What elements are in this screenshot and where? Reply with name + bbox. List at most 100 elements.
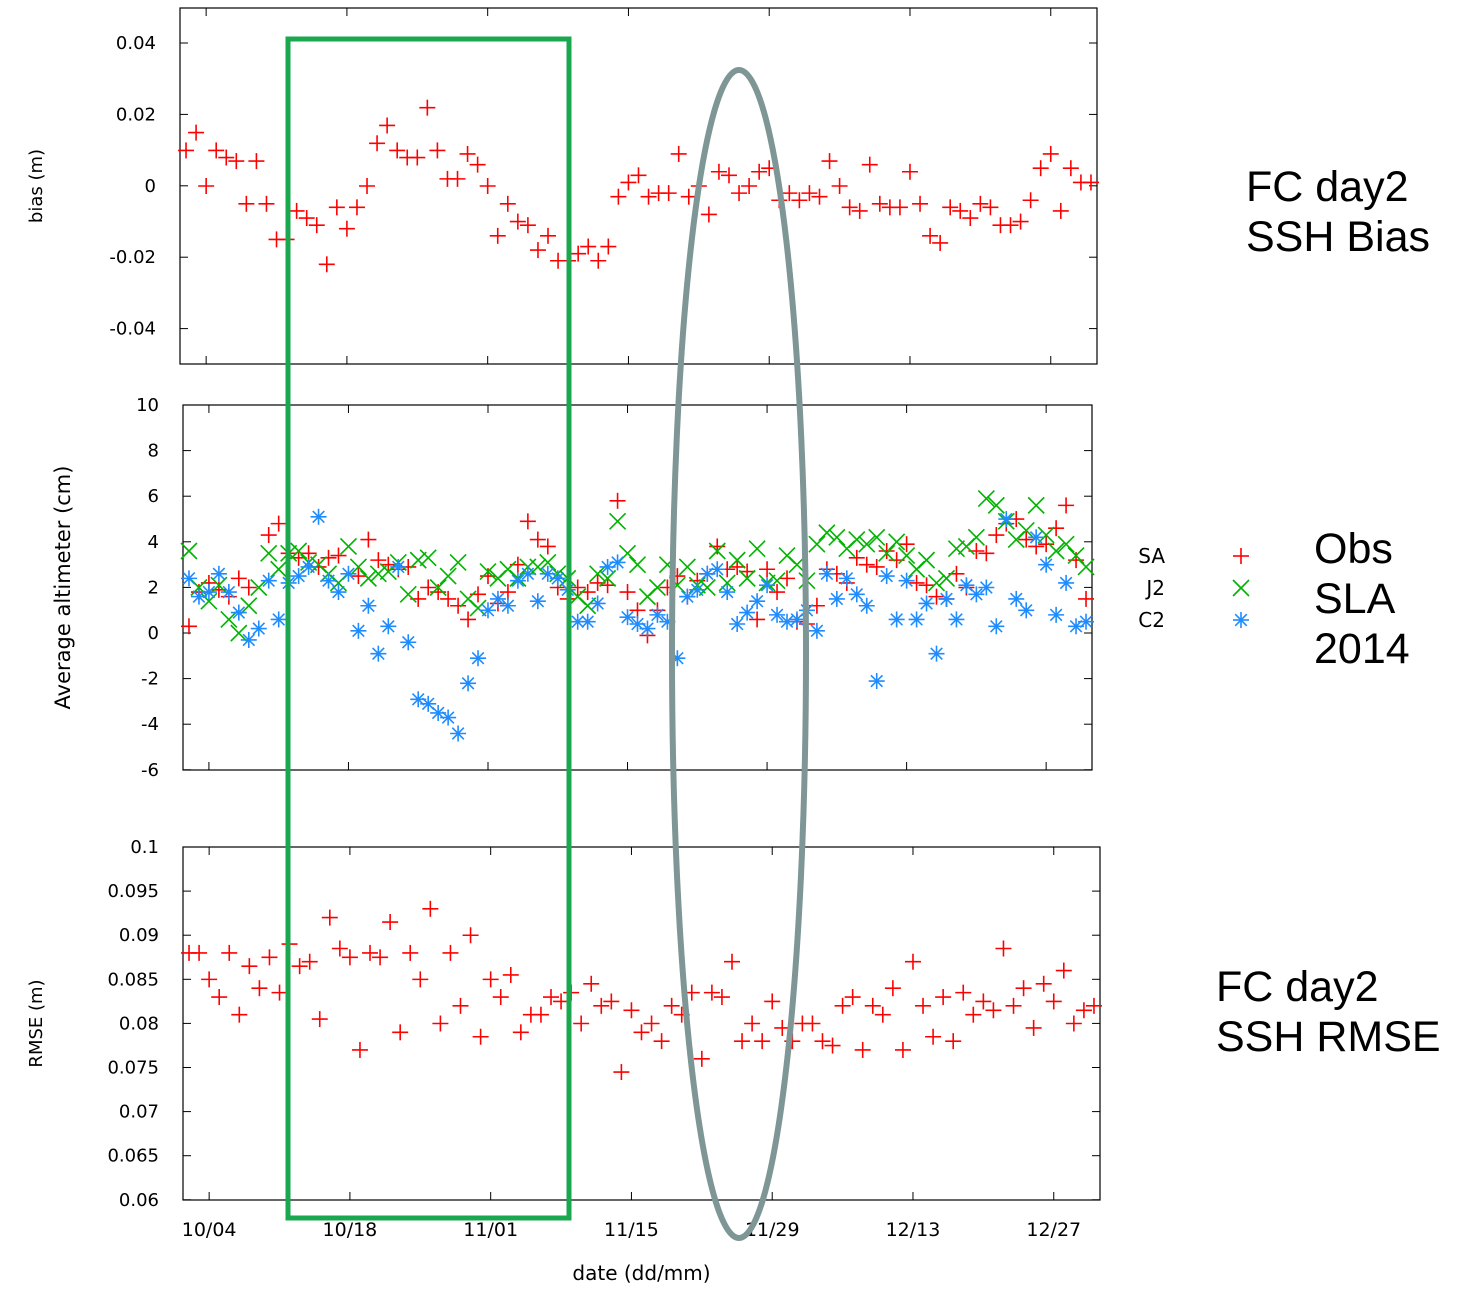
data-point xyxy=(502,966,519,983)
x-tick-label: 10/04 xyxy=(182,1219,237,1241)
data-point xyxy=(689,581,706,598)
data-point xyxy=(888,611,905,628)
data-point xyxy=(854,1041,871,1058)
data-point xyxy=(848,549,865,566)
data-point xyxy=(231,1006,248,1023)
data-point xyxy=(1058,497,1075,514)
y-tick-label: 4 xyxy=(148,532,159,553)
data-point xyxy=(764,993,781,1010)
data-point xyxy=(749,593,766,610)
data-point xyxy=(713,989,730,1006)
data-point xyxy=(831,178,848,194)
data-point xyxy=(1015,980,1032,997)
data-point xyxy=(928,588,945,605)
data-point xyxy=(1067,546,1085,565)
data-point xyxy=(648,578,666,597)
data-point xyxy=(492,989,509,1006)
data-point xyxy=(613,1064,630,1081)
data-point xyxy=(449,553,467,571)
data-point xyxy=(409,149,426,166)
data-point xyxy=(218,149,235,166)
data-point xyxy=(1002,217,1019,234)
data-point xyxy=(540,227,557,244)
y-axis-label: RMSE (m) xyxy=(26,979,47,1067)
data-point xyxy=(679,588,696,605)
data-point xyxy=(620,174,637,191)
y-tick-label: 0.095 xyxy=(107,881,159,902)
data-point xyxy=(248,153,265,170)
data-point xyxy=(998,511,1015,528)
data-point xyxy=(412,971,429,988)
data-point xyxy=(965,1006,982,1023)
data-point xyxy=(409,551,427,569)
data-point xyxy=(908,611,925,628)
data-point xyxy=(801,185,818,202)
series-c2 xyxy=(180,508,1095,742)
panel-1: 0.04 0.02 0 -0.02 -0.04 bias (m) xyxy=(26,7,1099,365)
data-point xyxy=(470,650,487,667)
data-point xyxy=(288,202,305,219)
x-tick-label: 12/13 xyxy=(886,1219,941,1241)
data-point xyxy=(440,590,457,607)
data-point xyxy=(824,1037,841,1054)
data-point xyxy=(1008,590,1025,607)
data-point xyxy=(718,574,736,592)
data-point xyxy=(462,927,479,944)
data-point xyxy=(834,997,851,1014)
panel-2: 10 8 6 4 2 0 -2 -4 -6 Average altimeter (cm) xyxy=(51,395,1095,781)
data-point xyxy=(1012,213,1029,230)
data-point xyxy=(868,558,885,575)
data-point xyxy=(945,1033,962,1050)
data-point xyxy=(509,213,526,230)
data-point xyxy=(698,578,716,597)
data-point xyxy=(579,597,597,615)
data-point xyxy=(868,528,886,546)
data-point xyxy=(948,611,965,628)
data-point xyxy=(1028,529,1045,546)
data-point xyxy=(962,210,979,227)
y-tick-label: 0.02 xyxy=(116,104,156,125)
data-point xyxy=(590,252,607,269)
data-point xyxy=(270,560,288,578)
y-axis-label: Average altimeter (cm) xyxy=(51,466,75,710)
data-point xyxy=(230,624,248,642)
data-point xyxy=(938,590,955,607)
data-point xyxy=(320,572,337,589)
data-point xyxy=(731,185,748,202)
note-fc-rmse: FC day2 SSH RMSE xyxy=(1216,962,1441,1062)
data-point xyxy=(848,586,865,603)
data-point xyxy=(180,542,198,560)
data-point xyxy=(861,156,878,173)
data-point xyxy=(370,552,387,569)
data-point xyxy=(922,227,939,244)
data-point xyxy=(532,1006,549,1023)
data-point xyxy=(791,192,808,209)
y-tick-label: 10 xyxy=(136,395,159,416)
legend-label: C2 xyxy=(1138,608,1165,632)
data-point xyxy=(720,167,737,184)
data-point xyxy=(759,561,776,578)
data-point xyxy=(628,556,647,574)
data-point xyxy=(748,540,766,558)
data-point xyxy=(1078,613,1095,630)
x-axis-label: date (dd/mm) xyxy=(572,1261,710,1285)
data-point xyxy=(419,99,436,116)
data-point xyxy=(330,584,347,601)
data-point xyxy=(459,145,476,162)
data-point xyxy=(499,584,516,601)
series-sa xyxy=(181,900,1102,1081)
data-point xyxy=(489,590,506,607)
data-point xyxy=(240,597,258,615)
data-point xyxy=(700,206,717,223)
data-point xyxy=(888,533,906,551)
data-point xyxy=(1052,202,1069,219)
note-fc-bias: FC day2 SSH Bias xyxy=(1246,162,1430,262)
data-point xyxy=(972,195,989,212)
data-point xyxy=(769,584,786,601)
data-point xyxy=(630,167,647,184)
highlight-ellipse xyxy=(669,67,809,1241)
y-tick-label: 2 xyxy=(148,577,159,598)
data-point xyxy=(728,551,746,569)
data-point xyxy=(1078,590,1095,607)
data-point xyxy=(519,565,536,582)
